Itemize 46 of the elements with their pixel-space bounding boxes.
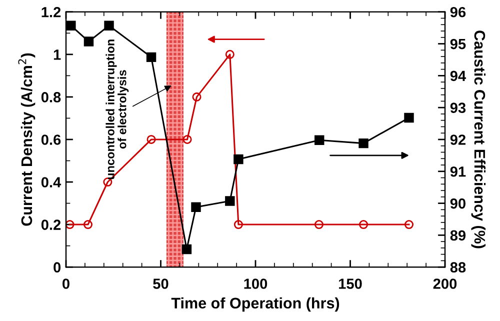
point [314,135,324,145]
y-axis-title: Current Density (A/cm$^{2}$) [18,53,36,226]
y2-tick-label: 93 [450,102,466,114]
x-tick-label: 50 [153,278,168,289]
point [83,220,92,230]
point [84,36,94,46]
point [234,154,244,164]
y-tick-label: 1 [54,50,61,60]
y2-tick-label: 92 [450,134,466,145]
y-tick-label: 0.2 [41,220,61,230]
point [225,50,234,59]
y-tick-label: 0.8 [41,92,61,102]
point [225,196,235,206]
x-tick-label: 150 [339,278,362,289]
y2-axis-title: Caustic Current Efficiency (%) [471,30,486,248]
point [146,52,156,62]
x-axis-title: Time of Operation (hrs) [171,297,340,312]
point [66,20,76,30]
point [191,202,201,212]
point [314,220,324,230]
y2-tick-label: 96 [450,6,466,18]
point [358,138,368,148]
y-tick-label: 1.2 [42,6,61,18]
point [192,92,202,102]
y-tick-label: 0.4 [41,177,62,188]
y2-tick-label: 88 [450,262,466,272]
point [234,220,243,230]
point [404,112,414,123]
point [182,244,192,254]
annotation: uncontrolled interruption of electrolysis [106,40,129,180]
y-tick-label: 0 [54,262,61,272]
y-tick-label: 0.6 [41,134,61,145]
x-tick-label: 200 [433,278,457,289]
point [104,20,114,30]
y2-tick-label: 90 [450,198,466,209]
y2-tick-label: 91 [450,166,466,177]
point [146,134,156,144]
x-tick-label: 100 [244,278,268,289]
y2-tick-label: 95 [450,38,466,50]
point [66,220,74,230]
point [359,220,368,230]
x-tick-label: 0 [62,278,70,289]
y2-tick-label: 89 [450,230,466,241]
point [404,220,414,230]
point [182,134,192,144]
y2-tick-label: 94 [450,70,466,82]
